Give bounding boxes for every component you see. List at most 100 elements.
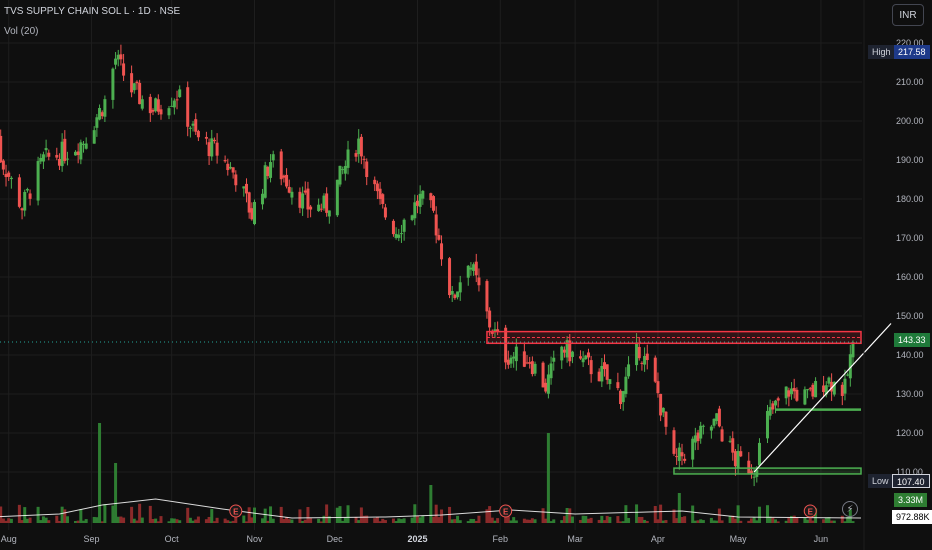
symbol-title[interactable]: TVS SUPPLY CHAIN SOL L · 1D · NSE [4, 6, 181, 17]
volume-bar [806, 519, 810, 523]
volume-bar [776, 521, 780, 523]
candle-body [4, 173, 8, 178]
candle-body [619, 390, 623, 405]
volume-bar [418, 517, 422, 523]
candle-body [624, 376, 628, 394]
candle-body [846, 374, 850, 376]
volume-spike [429, 485, 433, 523]
candle-body [616, 382, 620, 389]
candle-body [279, 151, 283, 180]
earnings-e-icon: E [499, 504, 513, 518]
candle-body [226, 163, 230, 171]
candle-body [415, 200, 419, 206]
volume-bar [790, 515, 794, 523]
candle-body [437, 235, 441, 240]
candle-body [263, 165, 267, 198]
volume-bar [244, 521, 248, 523]
y-tick-label: 140.00 [896, 350, 924, 360]
volume-bar [151, 518, 155, 523]
candle-body [715, 413, 719, 422]
candle-body [814, 380, 818, 398]
candle-body [188, 127, 192, 129]
candle-body [811, 384, 815, 397]
candle-body [172, 100, 176, 108]
candle-body [525, 362, 529, 364]
x-tick-label: Sep [84, 534, 100, 544]
candle-body [429, 193, 433, 201]
volume-bar [247, 507, 251, 523]
volume-bar [509, 520, 513, 523]
candle-body [215, 142, 219, 156]
volume-bar [608, 516, 612, 523]
candle-body [76, 151, 80, 156]
candle-body [84, 143, 88, 149]
volume-bar [792, 515, 796, 523]
volume-bar [375, 516, 379, 523]
y-tick-label: 180.00 [896, 194, 924, 204]
candle-body [584, 355, 588, 360]
candle-body [138, 82, 142, 105]
volume-bar [533, 519, 537, 523]
volume-bar [822, 519, 826, 523]
candle-body [784, 386, 788, 399]
candle-body [290, 191, 294, 198]
volume-bar [28, 517, 32, 523]
candle-body [103, 99, 107, 117]
candle-body [373, 179, 377, 185]
volume-bar [851, 521, 855, 523]
volume-bar [635, 504, 639, 523]
volume-avg-tag: 972.88K [892, 510, 932, 524]
volume-bar [784, 520, 788, 523]
volume-bar [319, 521, 323, 523]
volume-bar [787, 517, 791, 523]
candle-body [774, 400, 778, 406]
candle-body [130, 73, 134, 93]
candle-body [287, 186, 291, 193]
candle-body [600, 365, 604, 382]
volume-bar [100, 521, 104, 523]
volume-bar [627, 517, 631, 523]
candle-body [327, 210, 331, 217]
volume-bar [795, 517, 799, 523]
candle-body [621, 391, 625, 403]
candle-body [739, 451, 743, 457]
candle-body [421, 190, 425, 199]
volume-bar [659, 504, 663, 523]
volume-bar [584, 515, 588, 523]
candle-body [458, 282, 462, 293]
volume-bar [17, 504, 21, 523]
volume-bar [496, 518, 500, 523]
volume-bar [469, 518, 473, 523]
lightning-icon[interactable]: ⚡ [842, 501, 858, 517]
volume-bar [493, 520, 497, 523]
volume-bar [103, 504, 107, 523]
candle-body [795, 389, 799, 401]
candle-body [397, 234, 401, 238]
volume-bar [135, 520, 139, 523]
volume-bar [357, 520, 361, 523]
candle-body [552, 357, 556, 362]
trendline [753, 323, 892, 473]
candle-body [140, 99, 144, 109]
candle-body [752, 476, 756, 478]
currency-button[interactable]: INR [892, 4, 924, 26]
candle-body [20, 208, 24, 211]
svg-text:E: E [233, 508, 239, 517]
candle-body [803, 389, 807, 405]
candle-body [605, 364, 609, 380]
candle-body [1, 160, 5, 170]
candle-body [378, 188, 382, 199]
candle-body [677, 447, 681, 461]
candle-body [680, 452, 684, 457]
volume-ma-line [0, 498, 862, 519]
volume-bar [640, 516, 644, 523]
candle-body [608, 379, 612, 385]
candle-body [808, 388, 812, 390]
volume-bar [672, 509, 676, 523]
volume-bar [231, 520, 235, 523]
volume-spike [114, 463, 118, 523]
volume-bar [253, 507, 257, 523]
volume-indicator-label[interactable]: Vol (20) [4, 26, 39, 37]
candle-body [298, 191, 302, 208]
